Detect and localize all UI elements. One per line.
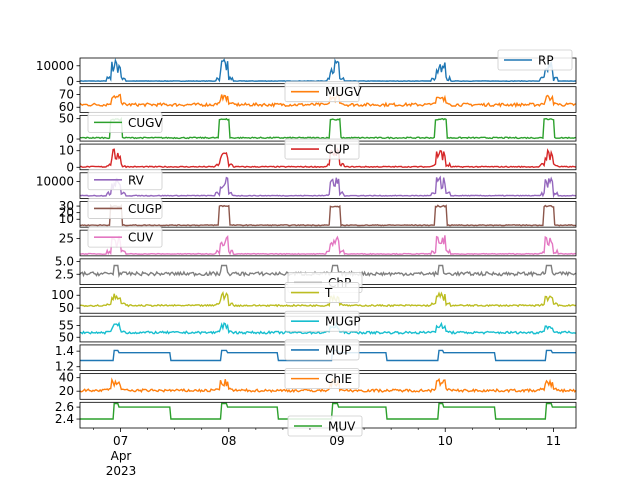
legend-label: MUGP <box>325 315 361 329</box>
y-tick-label: 10 <box>59 144 74 158</box>
y-tick-label: 1.2 <box>55 360 74 374</box>
x-tick-label: 10 <box>438 434 453 448</box>
legend-label: RV <box>128 173 145 187</box>
legend-label: CUGV <box>128 116 163 130</box>
y-tick-label: 1.4 <box>55 344 74 358</box>
x-axis-month-label: Apr <box>111 449 132 463</box>
series-line-rp <box>79 57 576 83</box>
series-line-t <box>79 291 577 308</box>
y-tick-label: 50 <box>59 301 74 315</box>
legend-box <box>284 138 360 160</box>
y-tick-label: 20 <box>59 206 74 220</box>
y-tick-label: 5.0 <box>55 254 74 268</box>
series-line-cugv <box>79 116 577 140</box>
legend-cup: CUP <box>284 138 360 160</box>
legend-label: CUP <box>325 143 349 157</box>
legend-label: CUV <box>128 231 154 245</box>
legend-cuv: CUV <box>87 226 163 248</box>
legend-box <box>87 111 163 133</box>
panel-rv: 10000 RV <box>36 169 577 199</box>
series-line-mugv <box>79 93 577 108</box>
legend-label: T <box>324 286 333 300</box>
legend-label: ChIE <box>325 372 352 386</box>
legend-box <box>284 81 360 103</box>
legend-box <box>284 339 360 361</box>
panel-frame <box>79 201 577 228</box>
y-tick-label: 55 <box>59 319 74 333</box>
x-tick-label: 11 <box>546 434 561 448</box>
y-tick-label: 30 <box>59 199 74 213</box>
panel-cup: 0 10 CUP <box>59 138 577 174</box>
y-tick-label: 70 <box>59 87 74 101</box>
y-tick-label: 10000 <box>36 175 74 189</box>
y-tick-label: 2.5 <box>55 267 74 281</box>
series-line-cugp <box>79 203 576 227</box>
legend-cugp: CUGP <box>87 198 163 219</box>
y-tick-label: 50 <box>59 112 74 126</box>
x-tick-label: 08 <box>221 434 236 448</box>
legend-label: CUGP <box>128 202 162 216</box>
legend-box <box>284 368 360 390</box>
panel-cuv: 25 CUV <box>59 226 577 257</box>
series-line-chie <box>79 377 577 394</box>
legend-rp: RP <box>497 49 573 71</box>
legend-box <box>287 415 363 437</box>
legend-label: MUV <box>328 420 356 434</box>
legend-chie: ChIE <box>284 368 360 390</box>
x-axis-year-label: 2023 <box>106 464 137 478</box>
series-line-cup <box>80 147 577 169</box>
y-tick-label: 60 <box>59 100 74 114</box>
legend-mugv: MUGV <box>284 81 362 103</box>
y-tick-label: 50 <box>59 330 74 344</box>
legend-label: MUP <box>325 343 351 357</box>
y-tick-label: 10000 <box>36 59 74 73</box>
legend-box <box>87 169 163 191</box>
series-line-mup <box>80 349 576 362</box>
y-tick-label: 2.4 <box>55 412 74 426</box>
legend-label: RP <box>538 54 554 68</box>
legend-mugp: MUGP <box>284 310 361 332</box>
y-tick-label: 20 <box>59 384 74 398</box>
panel-mup: 1.2 1.4 MUP <box>55 339 577 374</box>
y-tick-label: 100 <box>51 288 74 302</box>
legend-box <box>284 282 360 303</box>
y-tick-label: 2.6 <box>55 400 74 414</box>
legend-rv: RV <box>87 169 163 191</box>
legend-t: T <box>284 282 360 303</box>
y-tick-label: 25 <box>59 232 74 246</box>
legend-box <box>284 310 360 332</box>
panel-frame <box>79 172 577 199</box>
y-tick-label: 10 <box>59 212 74 226</box>
y-tick-label: 0 <box>66 74 74 88</box>
series-line-cuv <box>80 235 577 256</box>
x-axis: Apr 2023 07 08 09 10 11 <box>93 428 561 478</box>
panel-frame <box>79 229 577 257</box>
series-line-rv <box>79 175 577 199</box>
legend-label: MUGV <box>325 85 362 99</box>
y-tick-label: 40 <box>59 371 74 385</box>
x-tick-label: 07 <box>113 434 128 448</box>
legend-muv: MUV <box>287 415 363 437</box>
legend-box <box>497 49 573 71</box>
legend-box <box>87 226 163 248</box>
panel-muv: 2.42.6 MUV <box>55 400 577 437</box>
panel-cugv: 0 50 CUGV <box>59 111 577 146</box>
y-tick-label: 0 <box>66 160 74 174</box>
x-tick-label: 09 <box>329 434 344 448</box>
legend-mup: MUP <box>284 339 360 361</box>
y-tick-label: 0 <box>66 132 74 146</box>
legend-box <box>87 198 163 219</box>
legend-cugv: CUGV <box>87 111 163 133</box>
